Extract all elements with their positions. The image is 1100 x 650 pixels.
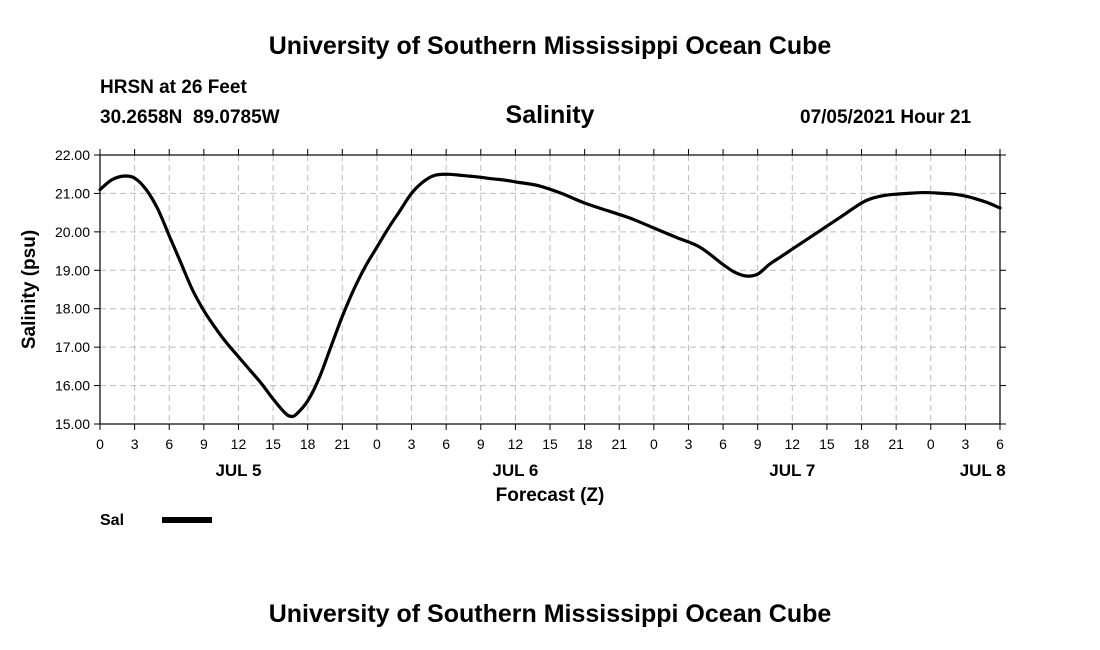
page-title-bottom: University of Southern Mississippi Ocean… (268, 600, 832, 628)
x-tick-label: 12 (785, 436, 801, 452)
x-tick-label: 6 (165, 436, 173, 452)
date-label: JUL 6 (492, 461, 538, 480)
y-tick-label: 15.00 (55, 416, 90, 432)
x-tick-label: 21 (335, 436, 351, 452)
station-label: HRSN at 26 Feet (100, 77, 247, 98)
x-axis-label: Forecast (Z) (496, 485, 605, 506)
x-tick-label: 0 (373, 436, 381, 452)
x-tick-label: 0 (927, 436, 935, 452)
x-tick-label: 18 (577, 436, 593, 452)
x-tick-label: 3 (685, 436, 693, 452)
x-tick-label: 0 (96, 436, 104, 452)
grid (100, 155, 1000, 424)
x-tick-label: 3 (961, 436, 969, 452)
x-tick-label: 12 (508, 436, 524, 452)
series (98, 172, 1002, 419)
x-tick-label: 3 (131, 436, 139, 452)
y-tick-label: 19.00 (55, 262, 90, 278)
legend-label: Sal (100, 512, 124, 529)
y-tick-label: 22.00 (55, 147, 90, 163)
series-line-sal (98, 172, 1002, 419)
coordinates-label: 30.2658N 89.0785W (100, 107, 280, 128)
date-label: JUL 7 (769, 461, 815, 480)
x-tick-label: 18 (300, 436, 316, 452)
x-tick-label: 9 (754, 436, 762, 452)
x-tick-label: 6 (996, 436, 1004, 452)
x-tick-label: 21 (888, 436, 904, 452)
y-tick-label: 17.00 (55, 339, 90, 355)
x-tick-label: 15 (819, 436, 835, 452)
chart-title: Salinity (505, 101, 595, 129)
date-label: JUL 5 (215, 461, 261, 480)
y-tick-label: 16.00 (55, 378, 90, 394)
x-tick-label: 9 (477, 436, 485, 452)
x-tick-label: 6 (719, 436, 727, 452)
x-tick-label: 15 (265, 436, 281, 452)
x-tick-label: 3 (408, 436, 416, 452)
axes: 15.00 16.00 17.00 18.00 19.00 20.00 21.00 22.00… (19, 147, 1006, 506)
x-tick-label: 15 (542, 436, 558, 452)
x-tick-label: 21 (611, 436, 627, 452)
page-title-top: University of Southern Mississippi Ocean… (268, 32, 832, 60)
y-tick-label: 21.00 (55, 185, 90, 201)
y-axis-label: Salinity (psu) (19, 230, 40, 349)
plot-frame (99, 154, 1001, 425)
legend: Sal (100, 512, 212, 529)
x-tick-label: 6 (442, 436, 450, 452)
y-tick-label: 20.00 (55, 224, 90, 240)
date-label: JUL 8 (960, 461, 1006, 480)
x-tick-label: 18 (854, 436, 870, 452)
timestamp-label: 07/05/2021 Hour 21 (800, 107, 972, 128)
x-tick-label: 12 (231, 436, 247, 452)
x-tick-label: 9 (200, 436, 208, 452)
x-tick-label: 0 (650, 436, 658, 452)
y-tick-label: 18.00 (55, 301, 90, 317)
